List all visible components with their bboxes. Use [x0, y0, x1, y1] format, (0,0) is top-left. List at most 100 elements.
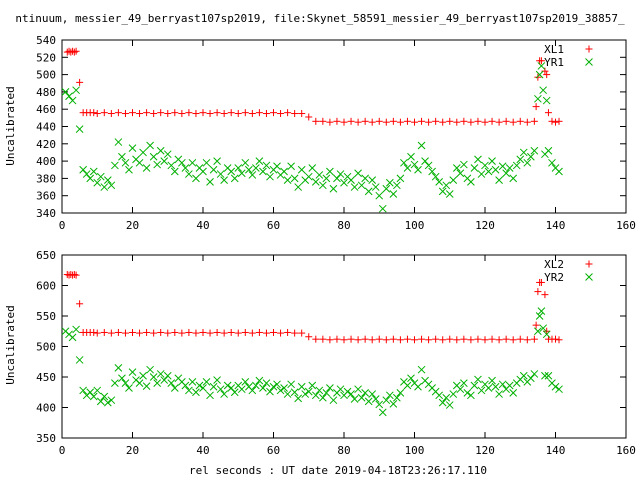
data-point-cross	[308, 164, 317, 172]
y-tick-label: 420	[36, 138, 56, 151]
data-point-cross	[459, 379, 468, 387]
data-point-plus	[509, 336, 517, 344]
data-point-plus	[411, 118, 418, 126]
data-point-cross	[488, 376, 496, 385]
data-point-cross	[477, 386, 486, 395]
data-point-plus	[121, 329, 129, 337]
data-point-cross	[230, 388, 239, 397]
data-point-plus	[199, 109, 207, 117]
data-point-plus	[389, 335, 397, 343]
data-point-plus	[298, 110, 306, 118]
data-point-plus	[502, 117, 510, 125]
data-point-cross	[79, 165, 88, 174]
data-point-cross	[181, 164, 190, 172]
data-point-cross	[400, 158, 408, 167]
data-point-plus	[530, 335, 538, 343]
data-point-cross	[114, 363, 123, 372]
data-point-cross	[121, 158, 130, 167]
data-point-plus	[185, 109, 193, 117]
data-point-cross	[456, 385, 465, 394]
data-point-cross	[481, 161, 489, 170]
data-point-cross	[128, 144, 137, 152]
data-point-plus	[72, 47, 80, 55]
data-point-plus	[319, 117, 327, 125]
data-point-cross	[354, 385, 362, 394]
y-tick-label: 350	[36, 432, 56, 445]
data-point-plus	[220, 110, 228, 118]
data-point-cross	[146, 141, 154, 150]
data-point-cross	[535, 312, 544, 320]
data-point-cross	[199, 167, 207, 176]
data-point-plus	[90, 109, 98, 117]
data-point-cross	[318, 181, 327, 190]
data-point-plus	[418, 335, 426, 343]
data-point-plus	[446, 335, 454, 343]
data-point-plus	[262, 329, 270, 337]
data-point-cross	[410, 160, 419, 169]
data-point-cross	[530, 146, 539, 155]
data-point-cross	[163, 150, 172, 159]
data-point-cross	[79, 386, 88, 395]
data-point-cross	[135, 379, 144, 387]
data-point-cross	[385, 391, 394, 400]
data-point-plus	[354, 118, 362, 126]
data-point-cross	[308, 381, 317, 390]
data-point-cross	[449, 390, 458, 398]
data-point-cross	[93, 386, 102, 395]
x-tick-label: 100	[405, 219, 425, 232]
data-point-plus	[347, 335, 355, 343]
data-point-plus	[460, 117, 468, 125]
data-point-cross	[417, 365, 426, 374]
data-point-cross	[185, 170, 193, 178]
data-point-plus	[382, 336, 390, 344]
data-point-cross	[216, 385, 225, 394]
data-point-cross	[459, 160, 468, 169]
data-point-plus	[396, 336, 404, 344]
data-point-plus	[460, 335, 468, 343]
data-point-plus	[100, 109, 108, 117]
data-point-plus	[157, 109, 165, 117]
data-point-cross	[378, 204, 387, 213]
panel-top: 0 20 40 60 80 100 120 140 160 340 360 380 400 420 440 4…	[4, 34, 636, 232]
y-axis-label: Uncalibrated	[4, 86, 17, 165]
data-point-cross	[139, 148, 147, 157]
data-point-cross	[280, 384, 288, 392]
data-point-cross	[495, 390, 503, 398]
x-tick-label: 0	[59, 219, 66, 232]
data-point-plus	[241, 328, 249, 336]
data-point-cross	[255, 376, 264, 385]
data-point-cross	[467, 391, 475, 400]
data-point-plus	[439, 118, 447, 126]
data-point-cross	[551, 382, 560, 391]
data-point-plus	[534, 73, 542, 81]
x-tick-label: 100	[405, 444, 425, 457]
data-point-cross	[463, 389, 472, 397]
data-point-cross	[414, 165, 422, 174]
data-point-cross	[484, 384, 493, 392]
data-point-plus	[532, 103, 540, 111]
data-point-plus	[255, 328, 263, 336]
data-point-cross	[216, 170, 225, 178]
data-point-cross	[160, 376, 169, 384]
data-point-cross	[75, 356, 84, 364]
data-point-cross	[477, 170, 486, 178]
data-point-plus	[213, 328, 221, 336]
data-point-cross	[474, 155, 482, 164]
x-tick-label: 80	[337, 444, 350, 457]
data-point-plus	[555, 336, 563, 344]
data-point-cross	[467, 178, 475, 186]
data-point-cross	[505, 381, 514, 390]
data-point-cross	[241, 158, 250, 167]
data-point-plus	[333, 117, 341, 125]
data-point-cross	[329, 396, 338, 405]
data-point-plus	[488, 335, 496, 343]
data-point-cross	[269, 382, 278, 391]
data-point-cross	[181, 381, 190, 390]
data-point-plus	[143, 328, 151, 336]
data-point-cross	[322, 174, 331, 183]
data-point-plus	[347, 117, 355, 125]
data-point-cross	[199, 384, 207, 392]
data-point-cross	[185, 386, 193, 395]
data-point-plus	[76, 300, 84, 308]
data-point-cross	[389, 399, 398, 408]
